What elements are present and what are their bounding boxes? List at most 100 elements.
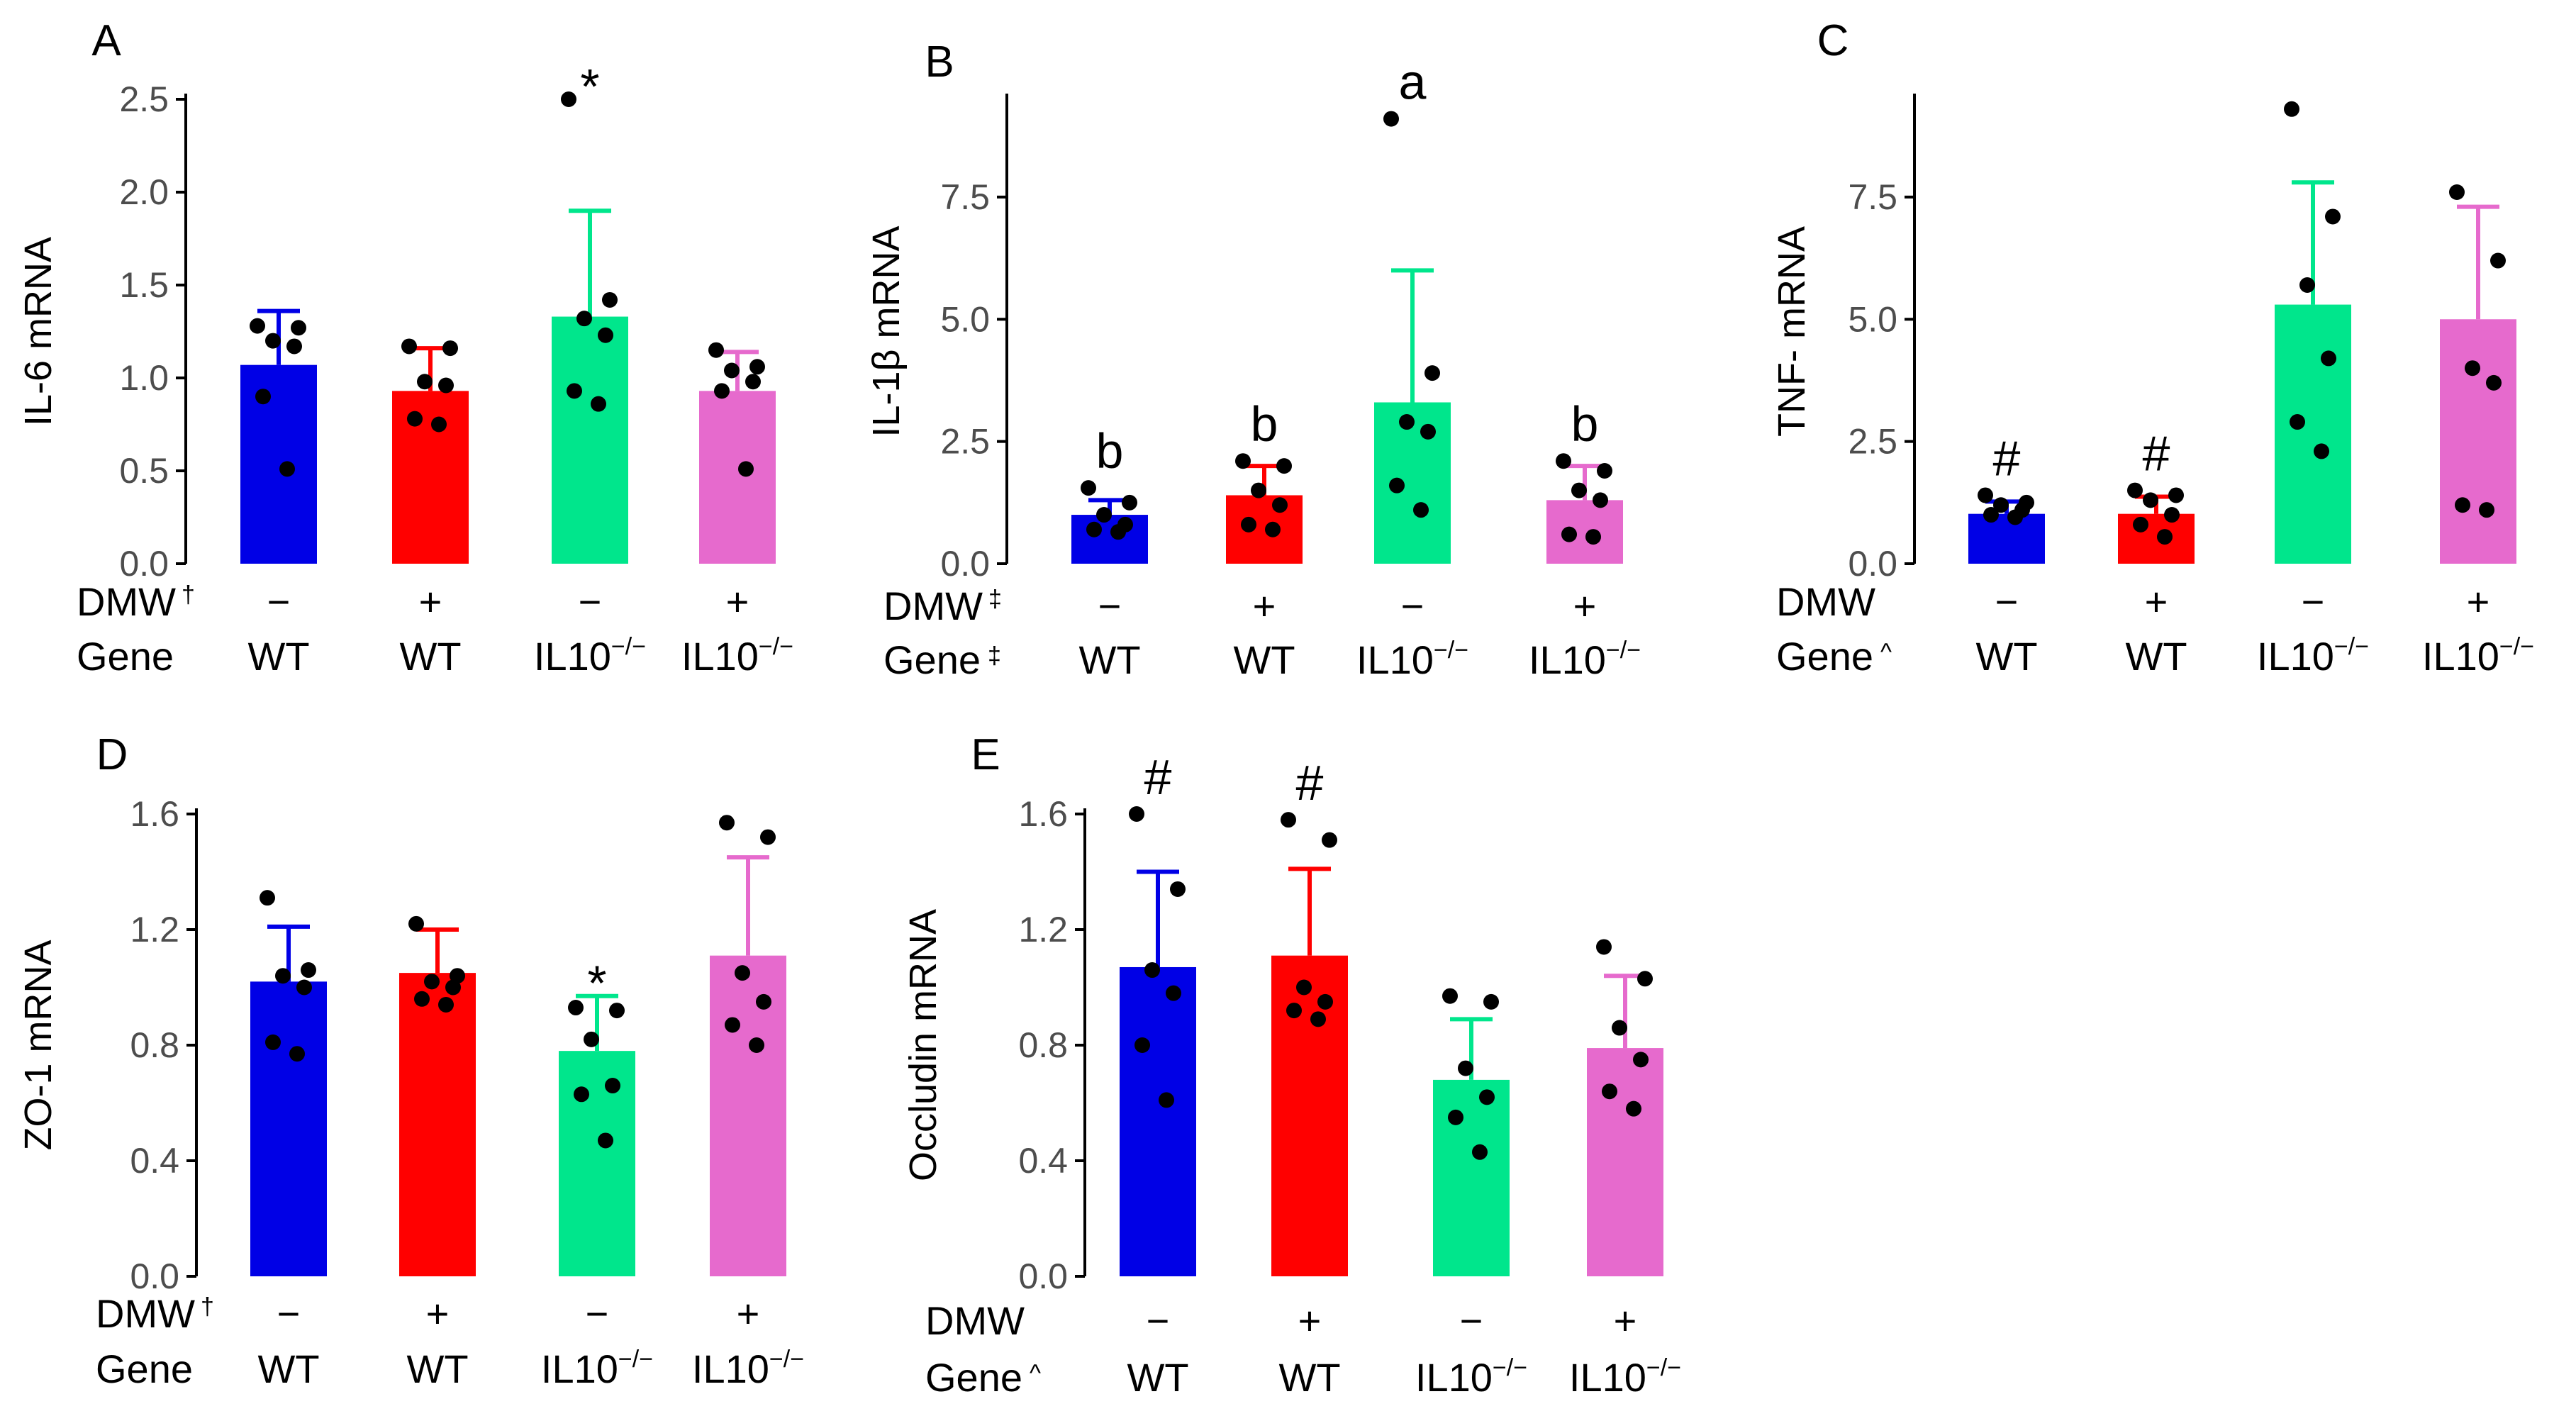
data-point [749,359,765,375]
significance-annotation: * [580,59,599,114]
panel-D: D0.00.40.81.21.6ZO-1 mRNA−WT+WT*−IL10−/−… [17,730,804,1391]
data-point [1597,463,1612,479]
y-tick-label: 7.5 [1848,177,1897,217]
data-point [1633,1052,1649,1068]
data-point [289,1046,305,1062]
y-axis-title: ZO-1 mRNA [17,940,60,1151]
data-point [749,1037,764,1053]
y-tick-label: 0.0 [1018,1256,1068,1296]
y-tick-label: 5.0 [940,299,990,339]
gene-mark: ^ [1030,1360,1041,1387]
y-axis-title: IL-1β mRNA [865,225,908,437]
data-point [1322,832,1337,848]
gene-label: Gene [883,637,981,682]
bar [250,981,327,1276]
dmw-value: + [1253,584,1276,628]
gene-name: IL10 [534,634,611,679]
dmw-value: − [1147,1298,1170,1343]
data-point [1383,111,1399,127]
gene-value: WT [1233,637,1295,682]
data-point [1170,881,1186,897]
data-point [1993,497,2009,513]
panel-E: E 0.0 0.4 0.8 1.2 1.6 Occludin mRNA # − WT # + WT − IL… [902,730,1681,1400]
gene-row-label: Gene ^ [1776,634,1892,679]
y-tick-label: 1.2 [130,910,179,949]
data-point [719,815,735,831]
data-point [1281,812,1296,828]
gene-name: WT [1078,637,1140,682]
dmw-mark: † [182,581,195,608]
gene-name: WT [1278,1355,1340,1400]
significance-annotation: b [1571,396,1599,452]
gene-name: WT [1127,1355,1188,1400]
data-point [1096,507,1112,523]
gene-name: WT [1233,637,1295,682]
significance-annotation: * [587,956,606,1011]
data-point [1571,482,1587,498]
gene-name: WT [257,1347,319,1391]
dmw-mark: † [201,1293,214,1320]
dmw-value: + [737,1291,760,1336]
gene-name: IL10 [681,634,759,679]
data-point [2321,350,2336,367]
data-point [291,320,306,336]
significance-annotation: a [1399,55,1427,110]
dmw-row-label: DMW † [96,1291,214,1336]
data-point [2143,492,2158,508]
bar [1374,402,1451,564]
data-point [414,991,430,1007]
data-point [1637,971,1653,987]
data-point [1086,521,1102,537]
data-point [401,338,417,355]
panel-A: A 0.0 0.5 1.0 1.5 2.0 2.5 IL-6 mRNA − WT + WT * − IL10… [17,16,793,679]
bar [1546,500,1623,564]
gene-label: Gene [925,1355,1022,1400]
panel-B: B0.02.55.07.5IL-1β mRNAb−WTb+WTa−IL10−/−… [865,38,1641,682]
gene-superscript: −/− [1434,637,1468,664]
gene-value: IL10−/− [1569,1354,1681,1400]
dmw-value: − [1401,584,1424,628]
gene-superscript: −/− [618,1346,653,1373]
data-point [2486,374,2502,391]
significance-annotation: # [1144,749,1172,805]
data-point [1134,1037,1150,1053]
data-point [584,1031,599,1047]
y-tick-label: 2.0 [119,172,169,212]
data-point [1479,1089,1495,1105]
data-point [407,411,423,427]
data-point [1596,939,1612,955]
dmw-value: − [1995,579,2019,624]
y-tick-label: 1.5 [119,265,169,305]
gene-superscript: −/− [1606,637,1641,664]
gene-name: WT [2125,634,2187,679]
gene-superscript: −/− [759,633,793,660]
gene-value: WT [247,634,309,679]
bar [2275,304,2351,564]
data-point [1265,521,1281,537]
data-point [445,979,461,996]
y-axis-title: Occludin mRNA [902,909,944,1181]
dmw-row-label: DMW [1776,579,1875,624]
gene-name: WT [406,1347,468,1391]
dmw-value: + [426,1291,450,1336]
bar [1226,495,1303,564]
dmw-value: − [586,1291,609,1336]
y-tick-label: 7.5 [940,177,990,217]
gene-label: Gene [96,1347,193,1391]
gene-value: IL10−/− [1356,637,1468,682]
bar [240,364,317,564]
gene-value: WT [399,634,461,679]
gene-value: IL10−/− [2257,633,2369,679]
gene-superscript: −/− [1646,1354,1681,1381]
data-point [1424,365,1440,381]
data-point [1978,487,1993,503]
data-point [591,396,606,412]
gene-value: WT [2125,634,2187,679]
y-tick-label: 1.0 [119,358,169,398]
data-point [2325,208,2341,225]
data-point [265,1034,281,1050]
gene-superscript: −/− [2499,633,2534,660]
data-point [2479,502,2494,518]
gene-value: IL10−/− [692,1346,804,1391]
